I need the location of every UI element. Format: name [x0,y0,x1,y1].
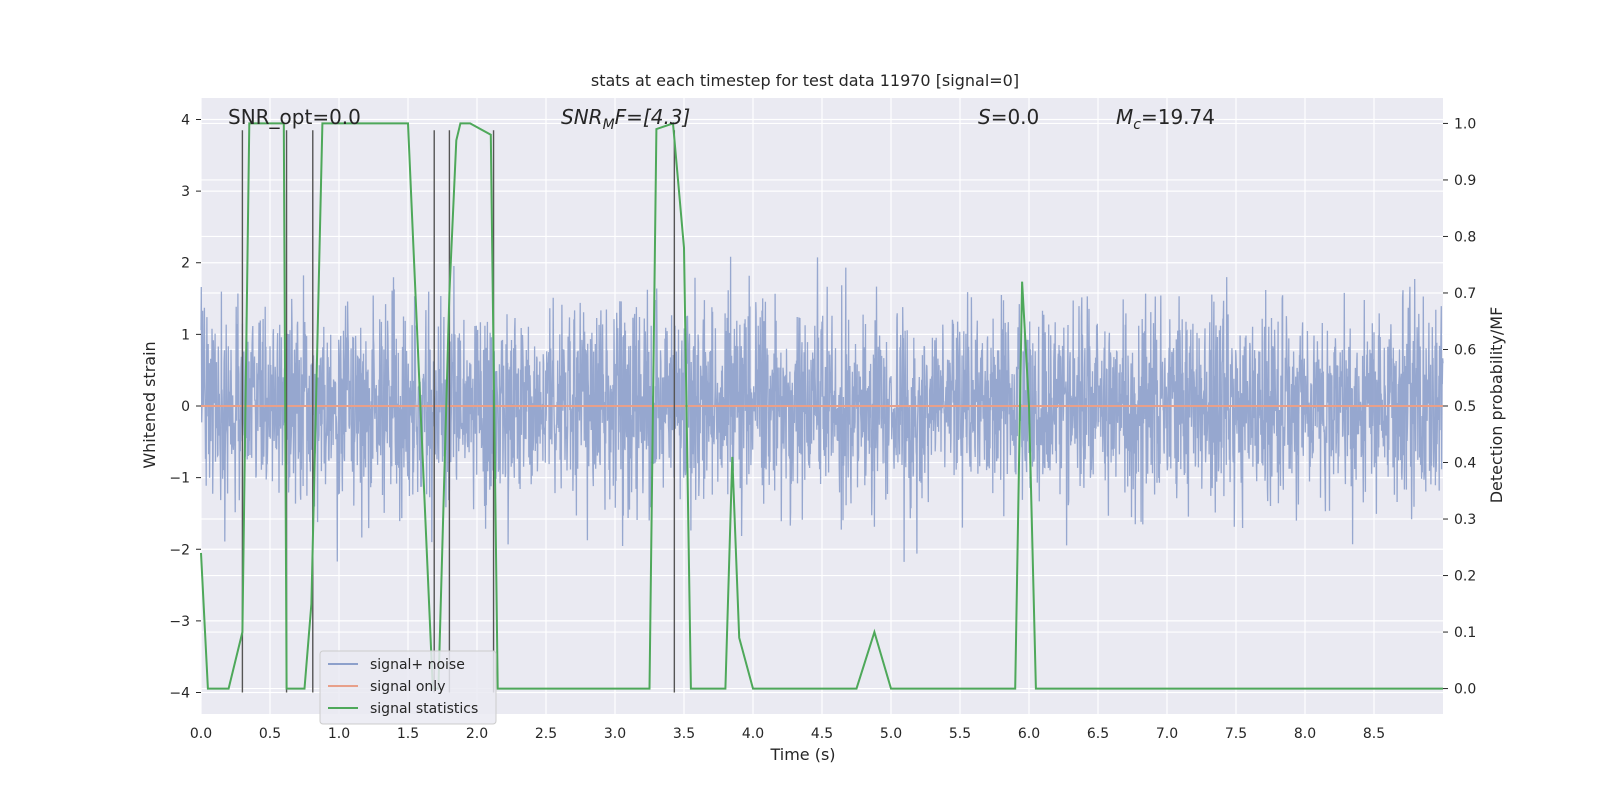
x-tick-label: 4.5 [811,726,833,742]
x-tick-label: 3.5 [673,726,695,742]
legend-label-noise: signal+ noise [370,657,465,673]
y-axis-left-ticks: −4 −3 −2 −1 0 1 2 3 4 [169,112,201,702]
x-tick-label: 8.0 [1294,726,1316,742]
y-tick-left-label: −1 [169,471,190,487]
y-tick-left-label: −2 [169,542,190,558]
x-tick-label: 7.0 [1156,726,1178,742]
y-tick-left-label: 4 [181,112,190,128]
legend-box [319,650,497,725]
mc-annotation: Mc=19.74 [1116,105,1215,133]
x-axis-ticks: 0.0 0.5 1.0 1.5 2.0 2.5 3.0 3.5 4.0 4.5 5.0 5.5 6.0 6… [190,726,1385,742]
y-tick-right-label: 0.3 [1454,512,1476,528]
x-tick-label: 2.0 [466,726,488,742]
y-tick-left-label: 3 [181,184,190,200]
y-tick-right-label: 0.6 [1454,342,1476,358]
y-tick-right-label: 0.8 [1454,229,1476,245]
s-var: S [978,105,991,129]
x-tick-label: 2.5 [535,726,557,742]
y-tick-left-label: 0 [181,399,190,415]
mc-sub: c [1133,117,1141,133]
y-tick-right-label: 0.2 [1454,569,1476,585]
x-tick-label: 7.5 [1225,726,1247,742]
x-tick-label: 0.5 [259,726,281,742]
y-tick-right-label: 1.0 [1454,116,1476,132]
noise-path [200,256,1444,562]
y-tick-right-label: 0.7 [1454,286,1476,302]
x-tick-label: 1.0 [328,726,350,742]
snr-mf-suffix: F=[4.3] [615,105,691,129]
x-tick-label: 0.0 [190,726,212,742]
y-tick-left-label: 2 [181,256,190,272]
y-axis-left-label: Whitened strain [140,341,159,468]
snr-mf-annotation: SNRMF=[4.3] [561,105,690,133]
y-axis-right-ticks: 0.0 0.1 0.2 0.3 0.4 0.5 0.6 0.7 0.8 0.9 1.0 [1443,116,1476,698]
x-tick-label: 5.0 [880,726,902,742]
annotations: SNR_opt=0.0 SNRMF=[4.3] S=0.0 Mc=19.74 [228,105,1215,133]
legend: signal+ noise signal only signal statist… [319,650,497,725]
legend-label-signal-only: signal only [370,679,445,695]
y-tick-left-label: 1 [181,327,190,343]
y-tick-left-label: −3 [169,614,190,630]
chart-title: stats at each timestep for test data 119… [591,71,1019,90]
snr-mf-prefix: SNR [561,105,603,129]
mc-var: M [1116,105,1133,129]
x-tick-label: 4.0 [742,726,764,742]
x-tick-label: 1.5 [397,726,419,742]
y-tick-right-label: 0.9 [1454,173,1476,189]
y-tick-right-label: 0.5 [1454,399,1476,415]
legend-label-statistics: signal statistics [370,701,478,717]
s-val: =0.0 [991,105,1040,129]
x-tick-label: 8.5 [1363,726,1385,742]
y-axis-right-label: Detection probability/MF [1487,307,1506,504]
y-tick-right-label: 0.4 [1454,456,1476,472]
snr-opt-annotation: SNR_opt=0.0 [228,105,361,129]
x-tick-label: 3.0 [604,726,626,742]
x-axis-label: Time (s) [769,745,835,764]
x-tick-label: 6.5 [1087,726,1109,742]
signal-statistics-trace [200,122,1443,690]
mc-val: =19.74 [1141,105,1215,129]
y-tick-right-label: 0.0 [1454,682,1476,698]
snr-mf-sub: M [603,117,615,133]
x-tick-label: 6.0 [1018,726,1040,742]
x-tick-label: 5.5 [949,726,971,742]
y-tick-right-label: 0.1 [1454,625,1476,641]
y-tick-left-label: −4 [169,686,190,702]
signal-noise-trace [200,256,1444,562]
s-annotation: S=0.0 [978,105,1039,129]
statistics-path [200,122,1443,690]
